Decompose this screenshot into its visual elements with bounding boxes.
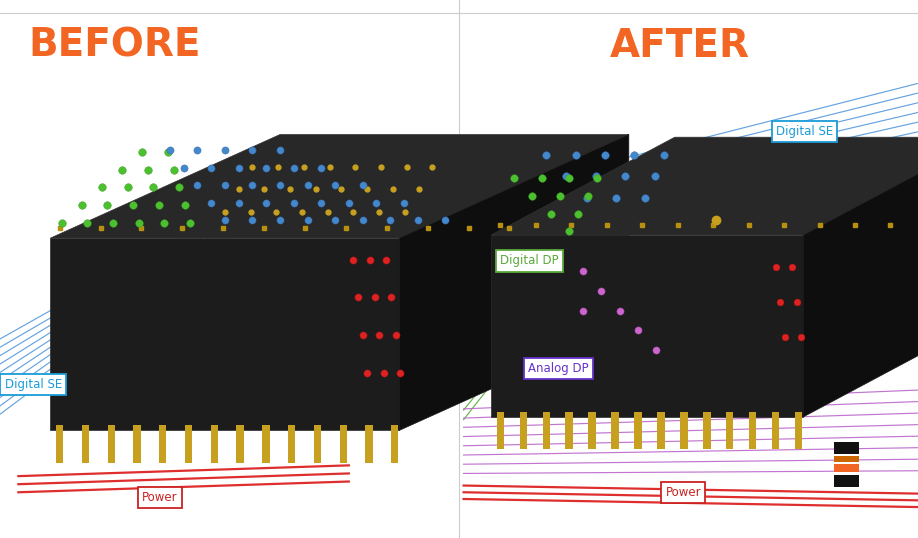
Bar (340, 425, 347, 463)
Polygon shape (803, 137, 918, 417)
Text: Digital SE: Digital SE (776, 125, 833, 138)
Text: Digital SE: Digital SE (5, 378, 62, 391)
Bar (634, 412, 642, 449)
Bar (497, 412, 504, 449)
Bar (133, 425, 140, 463)
Polygon shape (50, 134, 629, 238)
Bar (565, 412, 573, 449)
Bar (588, 412, 596, 449)
Bar (365, 425, 373, 463)
Bar (543, 412, 550, 449)
Bar (314, 425, 321, 463)
Bar (263, 425, 270, 463)
Bar (520, 412, 527, 449)
Bar (107, 425, 115, 463)
Bar (611, 412, 619, 449)
Bar (288, 425, 296, 463)
Bar (56, 425, 63, 463)
Text: BEFORE: BEFORE (28, 27, 201, 65)
Bar (657, 412, 665, 449)
FancyBboxPatch shape (834, 475, 859, 487)
Text: Power: Power (142, 491, 178, 504)
FancyBboxPatch shape (834, 442, 859, 454)
Polygon shape (399, 134, 629, 430)
Bar (185, 425, 192, 463)
FancyBboxPatch shape (834, 456, 859, 462)
Bar (210, 425, 218, 463)
Text: Analog DP: Analog DP (528, 362, 588, 375)
FancyBboxPatch shape (834, 464, 859, 472)
Polygon shape (50, 238, 399, 430)
Bar (82, 425, 89, 463)
Bar (391, 425, 398, 463)
Bar (159, 425, 166, 463)
Bar (703, 412, 711, 449)
Bar (749, 412, 756, 449)
Text: AFTER: AFTER (610, 27, 749, 65)
Polygon shape (491, 235, 803, 417)
Bar (237, 425, 244, 463)
Bar (680, 412, 688, 449)
Text: Digital DP: Digital DP (500, 254, 559, 267)
Polygon shape (491, 137, 918, 235)
Bar (726, 412, 733, 449)
Text: Power: Power (666, 486, 701, 499)
Bar (795, 412, 802, 449)
Bar (772, 412, 779, 449)
